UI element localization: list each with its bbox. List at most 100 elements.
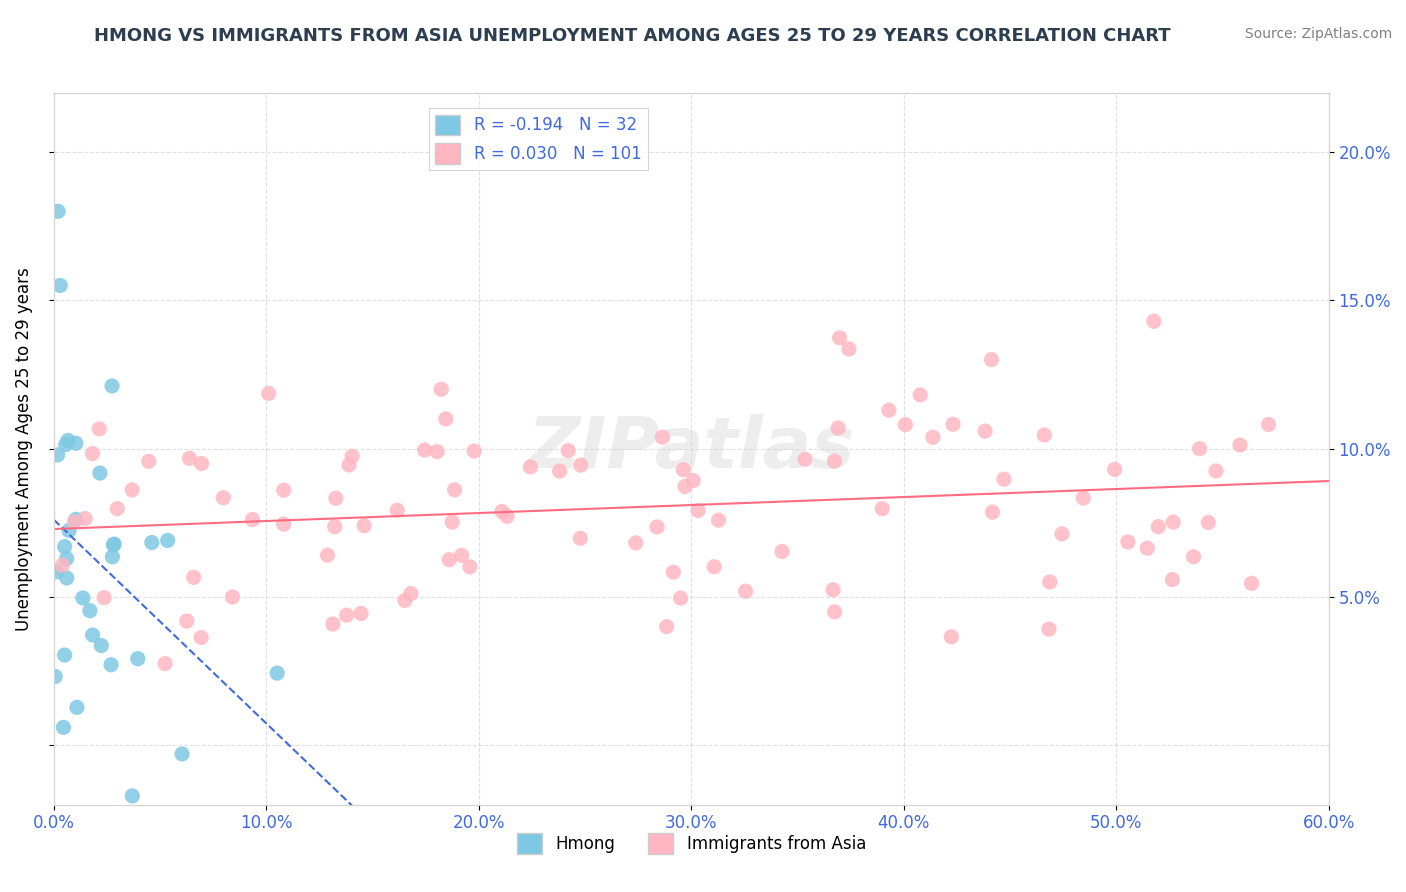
Point — [870, 501, 893, 516]
Point — [707, 513, 730, 527]
Point — [557, 443, 579, 458]
Point — [734, 584, 756, 599]
Point — [176, 614, 198, 628]
Point — [65, 512, 87, 526]
Point — [53, 540, 76, 554]
Point — [1039, 574, 1062, 589]
Point — [46, 204, 69, 219]
Point — [350, 607, 373, 621]
Point — [686, 503, 709, 517]
Point — [827, 421, 849, 435]
Point — [921, 430, 943, 444]
Point — [103, 537, 125, 551]
Point — [828, 331, 851, 345]
Point — [266, 666, 288, 681]
Point — [101, 549, 124, 564]
Point — [58, 524, 80, 538]
Point — [877, 403, 900, 417]
Point — [655, 620, 678, 634]
Point — [82, 628, 104, 642]
Point — [52, 720, 75, 734]
Point — [1033, 428, 1056, 442]
Point — [624, 536, 647, 550]
Point — [89, 466, 111, 480]
Point — [941, 630, 963, 644]
Text: HMONG VS IMMIGRANTS FROM ASIA UNEMPLOYMENT AMONG AGES 25 TO 29 YEARS CORRELATION: HMONG VS IMMIGRANTS FROM ASIA UNEMPLOYME… — [94, 27, 1171, 45]
Point — [101, 379, 124, 393]
Point — [100, 657, 122, 672]
Point — [548, 464, 571, 478]
Point — [942, 417, 965, 432]
Point — [672, 463, 695, 477]
Point — [153, 657, 176, 671]
Point — [1071, 491, 1094, 505]
Point — [823, 582, 845, 597]
Point — [63, 515, 86, 529]
Point — [340, 450, 363, 464]
Point — [394, 593, 416, 607]
Point — [1229, 438, 1251, 452]
Point — [413, 443, 436, 458]
Y-axis label: Unemployment Among Ages 25 to 29 years: Unemployment Among Ages 25 to 29 years — [15, 267, 32, 631]
Point — [1182, 549, 1205, 564]
Point — [44, 669, 66, 683]
Point — [703, 559, 725, 574]
Point — [49, 278, 72, 293]
Point — [89, 422, 111, 436]
Point — [190, 457, 212, 471]
Point — [121, 483, 143, 497]
Point — [519, 459, 541, 474]
Point — [221, 590, 243, 604]
Point — [458, 559, 481, 574]
Point — [257, 386, 280, 401]
Point — [1104, 462, 1126, 476]
Point — [190, 631, 212, 645]
Point — [325, 491, 347, 506]
Point — [1161, 515, 1184, 529]
Point — [72, 591, 94, 605]
Point — [993, 472, 1015, 486]
Point — [894, 417, 917, 432]
Point — [273, 517, 295, 532]
Point — [1143, 314, 1166, 328]
Text: ZIPatlas: ZIPatlas — [527, 414, 855, 483]
Point — [93, 591, 115, 605]
Point — [399, 586, 422, 600]
Point — [121, 789, 143, 803]
Point — [65, 436, 87, 450]
Point — [322, 617, 344, 632]
Point — [55, 571, 77, 585]
Point — [242, 512, 264, 526]
Point — [1205, 464, 1227, 478]
Point — [55, 438, 77, 452]
Legend: R = -0.194   N = 32, R = 0.030   N = 101: R = -0.194 N = 32, R = 0.030 N = 101 — [429, 108, 648, 170]
Point — [170, 747, 193, 761]
Point — [337, 458, 360, 472]
Point — [430, 382, 453, 396]
Point — [75, 511, 97, 525]
Point — [212, 491, 235, 505]
Point — [1188, 442, 1211, 456]
Point — [645, 520, 668, 534]
Point — [323, 519, 346, 533]
Point — [974, 424, 997, 438]
Point — [1050, 527, 1073, 541]
Point — [1197, 516, 1219, 530]
Point — [443, 483, 465, 497]
Point — [981, 505, 1004, 519]
Point — [46, 448, 69, 462]
Point — [770, 544, 793, 558]
Point — [1147, 519, 1170, 533]
Point — [980, 352, 1002, 367]
Point — [273, 483, 295, 498]
Point — [1257, 417, 1279, 432]
Point — [662, 565, 685, 579]
Point — [103, 538, 125, 552]
Point — [156, 533, 179, 548]
Point — [387, 503, 409, 517]
Point — [910, 388, 932, 402]
Point — [56, 434, 79, 448]
Point — [569, 458, 592, 473]
Point — [838, 342, 860, 356]
Point — [316, 548, 339, 562]
